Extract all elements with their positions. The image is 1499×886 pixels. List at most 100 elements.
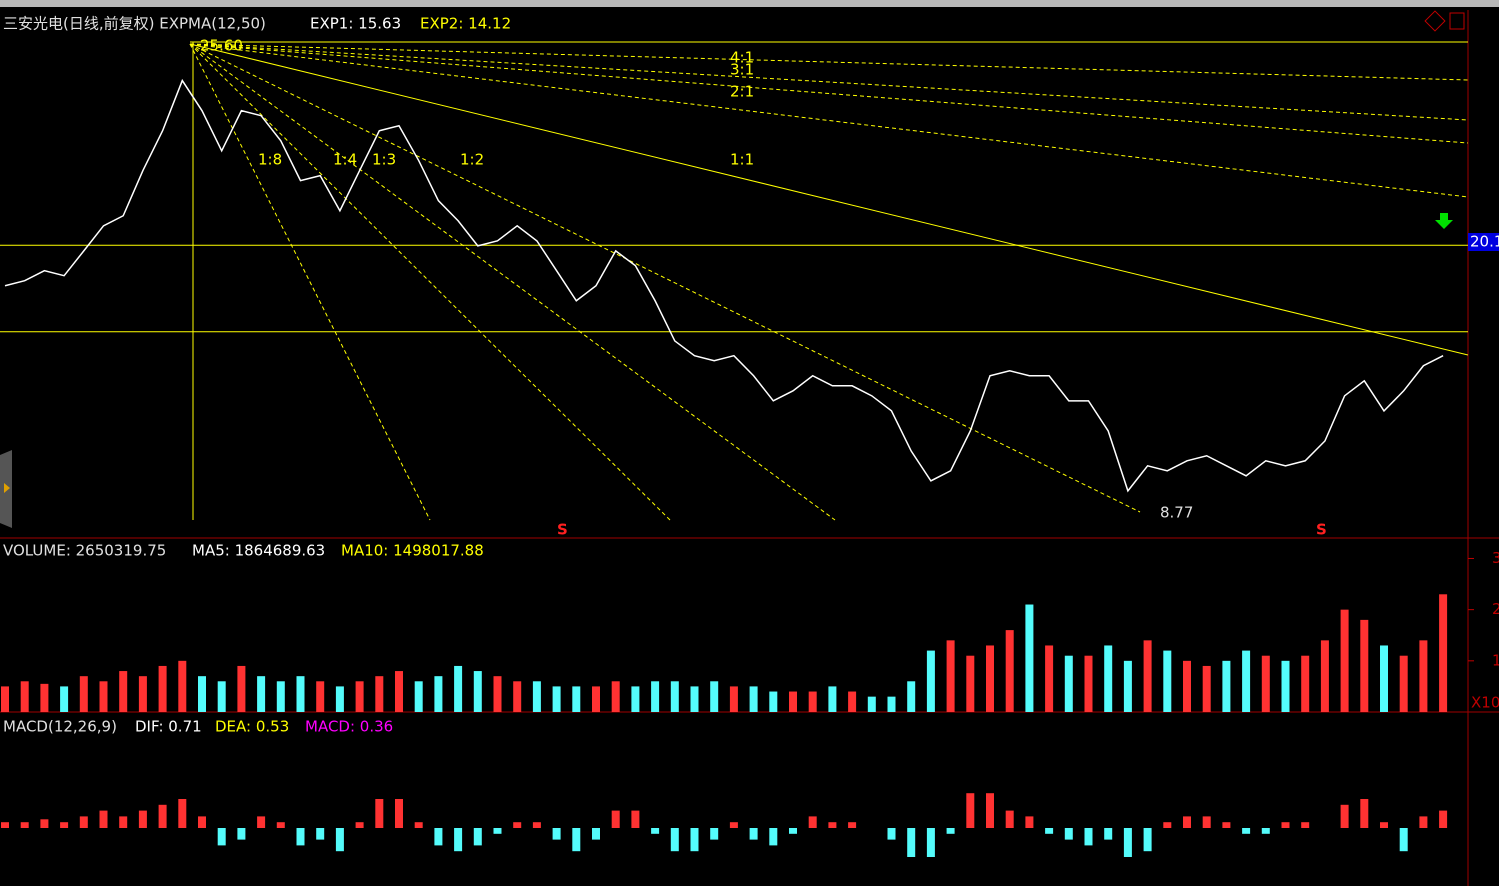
volume-bar [769,691,778,712]
volume-bar [828,686,837,712]
volume-bar [434,676,443,712]
volume-bar [966,655,975,712]
macd-bar [532,822,541,828]
volume-bar [40,683,49,712]
macd-bar [395,799,403,828]
macd-bar [513,822,522,828]
macd-bar [1399,828,1408,852]
fan-label: 1:4 [333,151,357,169]
macd-bar [158,804,167,828]
side-tab-arrow [4,483,10,493]
volume-bar [1163,650,1172,712]
axis-unit: X10 [1471,694,1499,712]
macd-bar [1360,799,1369,828]
macd-bar [217,828,226,846]
volume-bar [99,681,108,712]
volume-bar [1320,640,1329,712]
macd-bar [296,828,305,846]
volume-bar [552,686,561,712]
fan-line [189,43,1469,81]
fan-label: 3:1 [730,61,754,79]
fan-line [189,43,671,521]
macd-bar [710,828,719,840]
macd-bar [60,822,69,828]
volume-bar [20,681,29,712]
volume-bar [848,691,857,712]
macd-bar [887,828,896,840]
indicator-label: EXP1: 15.63 [310,15,401,33]
macd-bar [1005,810,1014,828]
macd-bar [926,828,935,857]
volume-bar [946,640,955,712]
macd-bar [670,828,679,852]
macd-bar [729,822,738,828]
volume-bar [729,686,738,712]
panel-title: VOLUME: 2650319.75 [3,542,166,560]
macd-bar [572,828,581,852]
macd-bar [1419,816,1428,828]
macd-bar [454,828,463,852]
volume-bar [1242,650,1251,712]
volume-bar [907,681,916,712]
macd-bar [769,828,778,846]
macd-bar [257,816,266,828]
volume-bar [158,665,167,712]
macd-bar [375,799,384,828]
volume-bar [808,691,817,712]
volume-bar [1025,604,1034,712]
fan-label: 1:1 [730,151,754,169]
volume-bar [690,686,699,712]
macd-bar [749,828,758,840]
volume-bar [631,686,640,712]
y-tick-label: 3 [1492,549,1499,567]
volume-bar [1439,594,1448,712]
arrow-icon [1435,213,1453,229]
macd-bar [1222,822,1231,828]
volume-bar [473,671,482,712]
panel-title: MACD(12,26,9) [3,718,117,736]
window-icon[interactable] [1449,12,1465,30]
volume-bar [651,681,660,712]
volume-bar [316,681,325,712]
y-tick-label: 1 [1492,651,1499,669]
macd-bar [198,816,206,828]
volume-bar [789,691,797,712]
volume-bar [296,676,305,712]
volume-bar [355,681,364,712]
volume-bar [1340,609,1349,712]
volume-bar [670,681,679,712]
diamond-icon[interactable] [1424,10,1446,32]
fan-line [189,43,1469,198]
macd-bar [237,828,246,840]
macd-bar [1380,822,1388,828]
volume-bar [1005,630,1014,712]
price-annotation: 25.60 [200,37,243,55]
volume-bar [395,671,403,712]
volume-bar [1222,660,1231,712]
macd-bar [592,828,600,840]
volume-bar [79,676,88,712]
fan-label: 1:2 [460,151,484,169]
macd-bar [1143,828,1152,852]
volume-bar [867,696,876,712]
volume-bar [198,676,206,712]
volume-bar [1360,619,1369,712]
macd-bar [966,793,975,828]
fan-line [189,43,1469,121]
macd-bar [1439,810,1448,828]
macd-bar [414,822,423,828]
macd-bar [651,828,660,834]
price-line [4,78,1444,493]
macd-bar [434,828,443,846]
volume-bar [414,681,423,712]
volume-bar [217,681,226,712]
macd-bar [178,799,187,828]
macd-bar [808,816,817,828]
volume-bar [1261,655,1270,712]
macd-bar [828,822,837,828]
volume-bar [119,671,128,712]
volume-bar [1399,655,1408,712]
price-tag: 20.1 [1470,233,1499,251]
